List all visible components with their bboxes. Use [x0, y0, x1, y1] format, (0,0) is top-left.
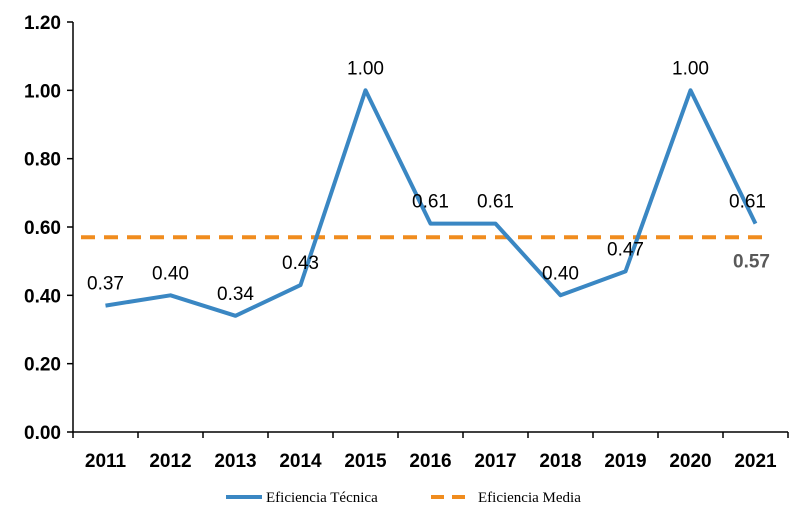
axes: [72, 22, 788, 433]
x-tick-label: 2017: [474, 451, 516, 472]
x-tick-label: 2011: [85, 451, 127, 472]
x-tick-label: 2012: [149, 451, 191, 472]
legend-label-eficiencia-tecnica: Eficiencia Técnica: [266, 490, 378, 506]
data-label: 0.40: [152, 263, 189, 284]
x-tick-label: 2019: [604, 451, 646, 472]
x-tick-label: 2015: [344, 451, 387, 472]
mean-value-label: 0.57: [733, 251, 770, 272]
y-tick-label: 0.60: [24, 218, 61, 239]
data-label: 0.43: [282, 253, 319, 274]
data-labels: 0.37 0.40 0.34 0.43 1.00 0.61 0.61 0.40 0.47 1.00…: [87, 58, 770, 305]
data-label: 0.61: [412, 192, 449, 213]
y-tick-label: 1.20: [24, 13, 61, 34]
data-label: 0.40: [542, 263, 579, 284]
x-tick-label: 2016: [409, 451, 451, 472]
data-label: 0.61: [729, 192, 766, 213]
x-tick-label: 2021: [734, 451, 777, 472]
x-tick-label: 2014: [279, 451, 322, 472]
legend-label-eficiencia-media: Eficiencia Media: [478, 490, 581, 506]
efficiency-series: [105, 88, 758, 318]
data-label: 1.00: [347, 58, 384, 79]
y-tick-label: 1.00: [24, 81, 61, 102]
y-tick-label: 0.00: [24, 423, 61, 444]
data-label: 0.61: [477, 192, 514, 213]
data-label: 0.47: [607, 239, 644, 260]
data-label: 0.34: [217, 284, 254, 305]
x-axis-ticks: 2011 2012 2013 2014 2015 2016 2017 2018 2019 2020…: [72, 432, 789, 472]
x-tick-label: 2013: [214, 451, 256, 472]
x-tick-label: 2018: [539, 451, 581, 472]
y-tick-label: 0.40: [24, 286, 61, 307]
data-label: 0.37: [87, 274, 124, 295]
x-tick-label: 2020: [669, 451, 711, 472]
y-tick-label: 0.80: [24, 150, 61, 171]
data-label: 1.00: [672, 58, 709, 79]
legend: Eficiencia Técnica Eficiencia Media: [226, 490, 581, 506]
y-tick-label: 0.20: [24, 355, 61, 376]
y-axis-ticks: 0.00 0.20 0.40 0.60 0.80 1.00 1.20: [24, 13, 73, 444]
